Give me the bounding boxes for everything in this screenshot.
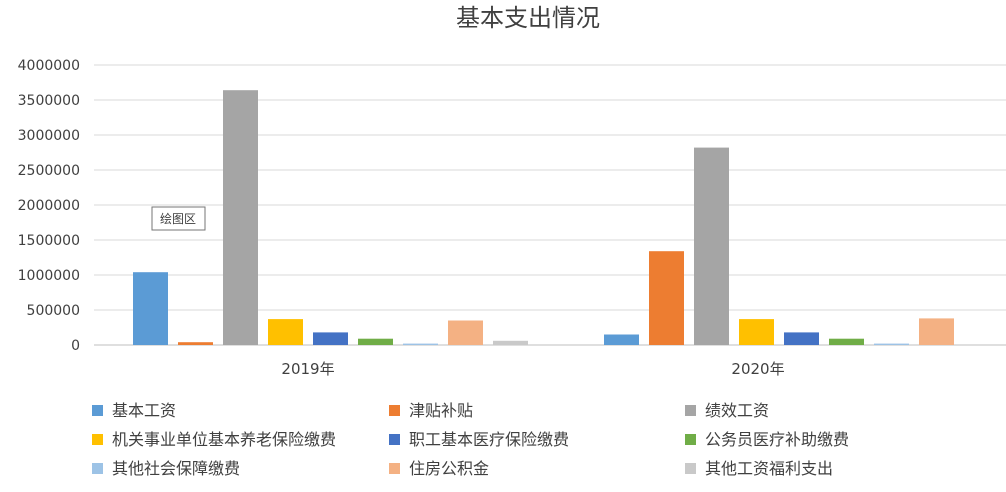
legend-item: 基本工资 <box>92 401 176 420</box>
y-axis: 0 500000 1000000 1500000 2000000 2500000 30000… <box>18 58 80 354</box>
legend-swatch <box>389 463 400 474</box>
bar <box>313 332 348 345</box>
legend-label: 机关事业单位基本养老保险缴费 <box>112 430 336 449</box>
y-tick-label: 2000000 <box>18 198 80 214</box>
x-tick-label: 2019年 <box>281 360 334 378</box>
legend-label: 基本工资 <box>112 401 176 420</box>
bar <box>784 332 819 345</box>
legend-label: 职工基本医疗保险缴费 <box>409 430 569 449</box>
legend-item: 公务员医疗补助缴费 <box>685 430 849 449</box>
bar <box>448 320 483 345</box>
legend-swatch <box>92 434 103 445</box>
bar <box>649 251 684 345</box>
bar <box>829 338 864 345</box>
bar <box>133 272 168 345</box>
y-tick-label: 1500000 <box>18 233 80 249</box>
legend-swatch <box>685 463 696 474</box>
y-tick-label: 3500000 <box>18 93 80 109</box>
bar <box>268 319 303 345</box>
bar <box>874 343 909 345</box>
y-tick-label: 0 <box>71 338 80 354</box>
legend-item: 其他社会保障缴费 <box>92 459 240 478</box>
y-tick-label: 2500000 <box>18 163 80 179</box>
plot-area-tooltip: 绘图区 <box>151 206 206 231</box>
legend-label: 住房公积金 <box>409 459 489 478</box>
legend-swatch <box>685 405 696 416</box>
bar <box>739 319 774 345</box>
legend-swatch <box>92 405 103 416</box>
legend-item: 其他工资福利支出 <box>685 459 833 478</box>
legend-label: 绩效工资 <box>705 401 769 420</box>
legend-label: 其他工资福利支出 <box>705 459 833 478</box>
y-tick-label: 4000000 <box>18 58 80 74</box>
bar <box>403 343 438 345</box>
legend-item: 绩效工资 <box>685 401 769 420</box>
x-axis: 2019年 2020年 <box>281 360 784 378</box>
legend-swatch <box>685 434 696 445</box>
bar <box>604 334 639 345</box>
x-tick-label: 2020年 <box>731 360 784 378</box>
bar <box>919 318 954 345</box>
bar <box>493 340 528 345</box>
bar <box>358 338 393 345</box>
legend-label: 其他社会保障缴费 <box>112 459 240 478</box>
bar <box>223 90 258 345</box>
legend-item: 职工基本医疗保险缴费 <box>389 430 569 449</box>
chart-title: 基本支出情况 <box>456 4 600 32</box>
legend-label: 津贴补贴 <box>409 401 473 420</box>
plot-area <box>133 90 954 345</box>
legend-swatch <box>92 463 103 474</box>
legend-swatch <box>389 434 400 445</box>
tooltip-label: 绘图区 <box>160 211 196 226</box>
bar <box>694 147 729 345</box>
legend-label: 公务员医疗补助缴费 <box>705 430 849 449</box>
tooltip-box <box>151 206 206 231</box>
legend-item: 机关事业单位基本养老保险缴费 <box>92 430 336 449</box>
y-tick-label: 3000000 <box>18 128 80 144</box>
bar <box>178 342 213 345</box>
y-tick-label: 500000 <box>27 303 80 319</box>
legend-item: 住房公积金 <box>389 459 489 478</box>
legend-swatch <box>389 405 400 416</box>
y-tick-label: 1000000 <box>18 268 80 284</box>
legend-item: 津贴补贴 <box>389 401 473 420</box>
